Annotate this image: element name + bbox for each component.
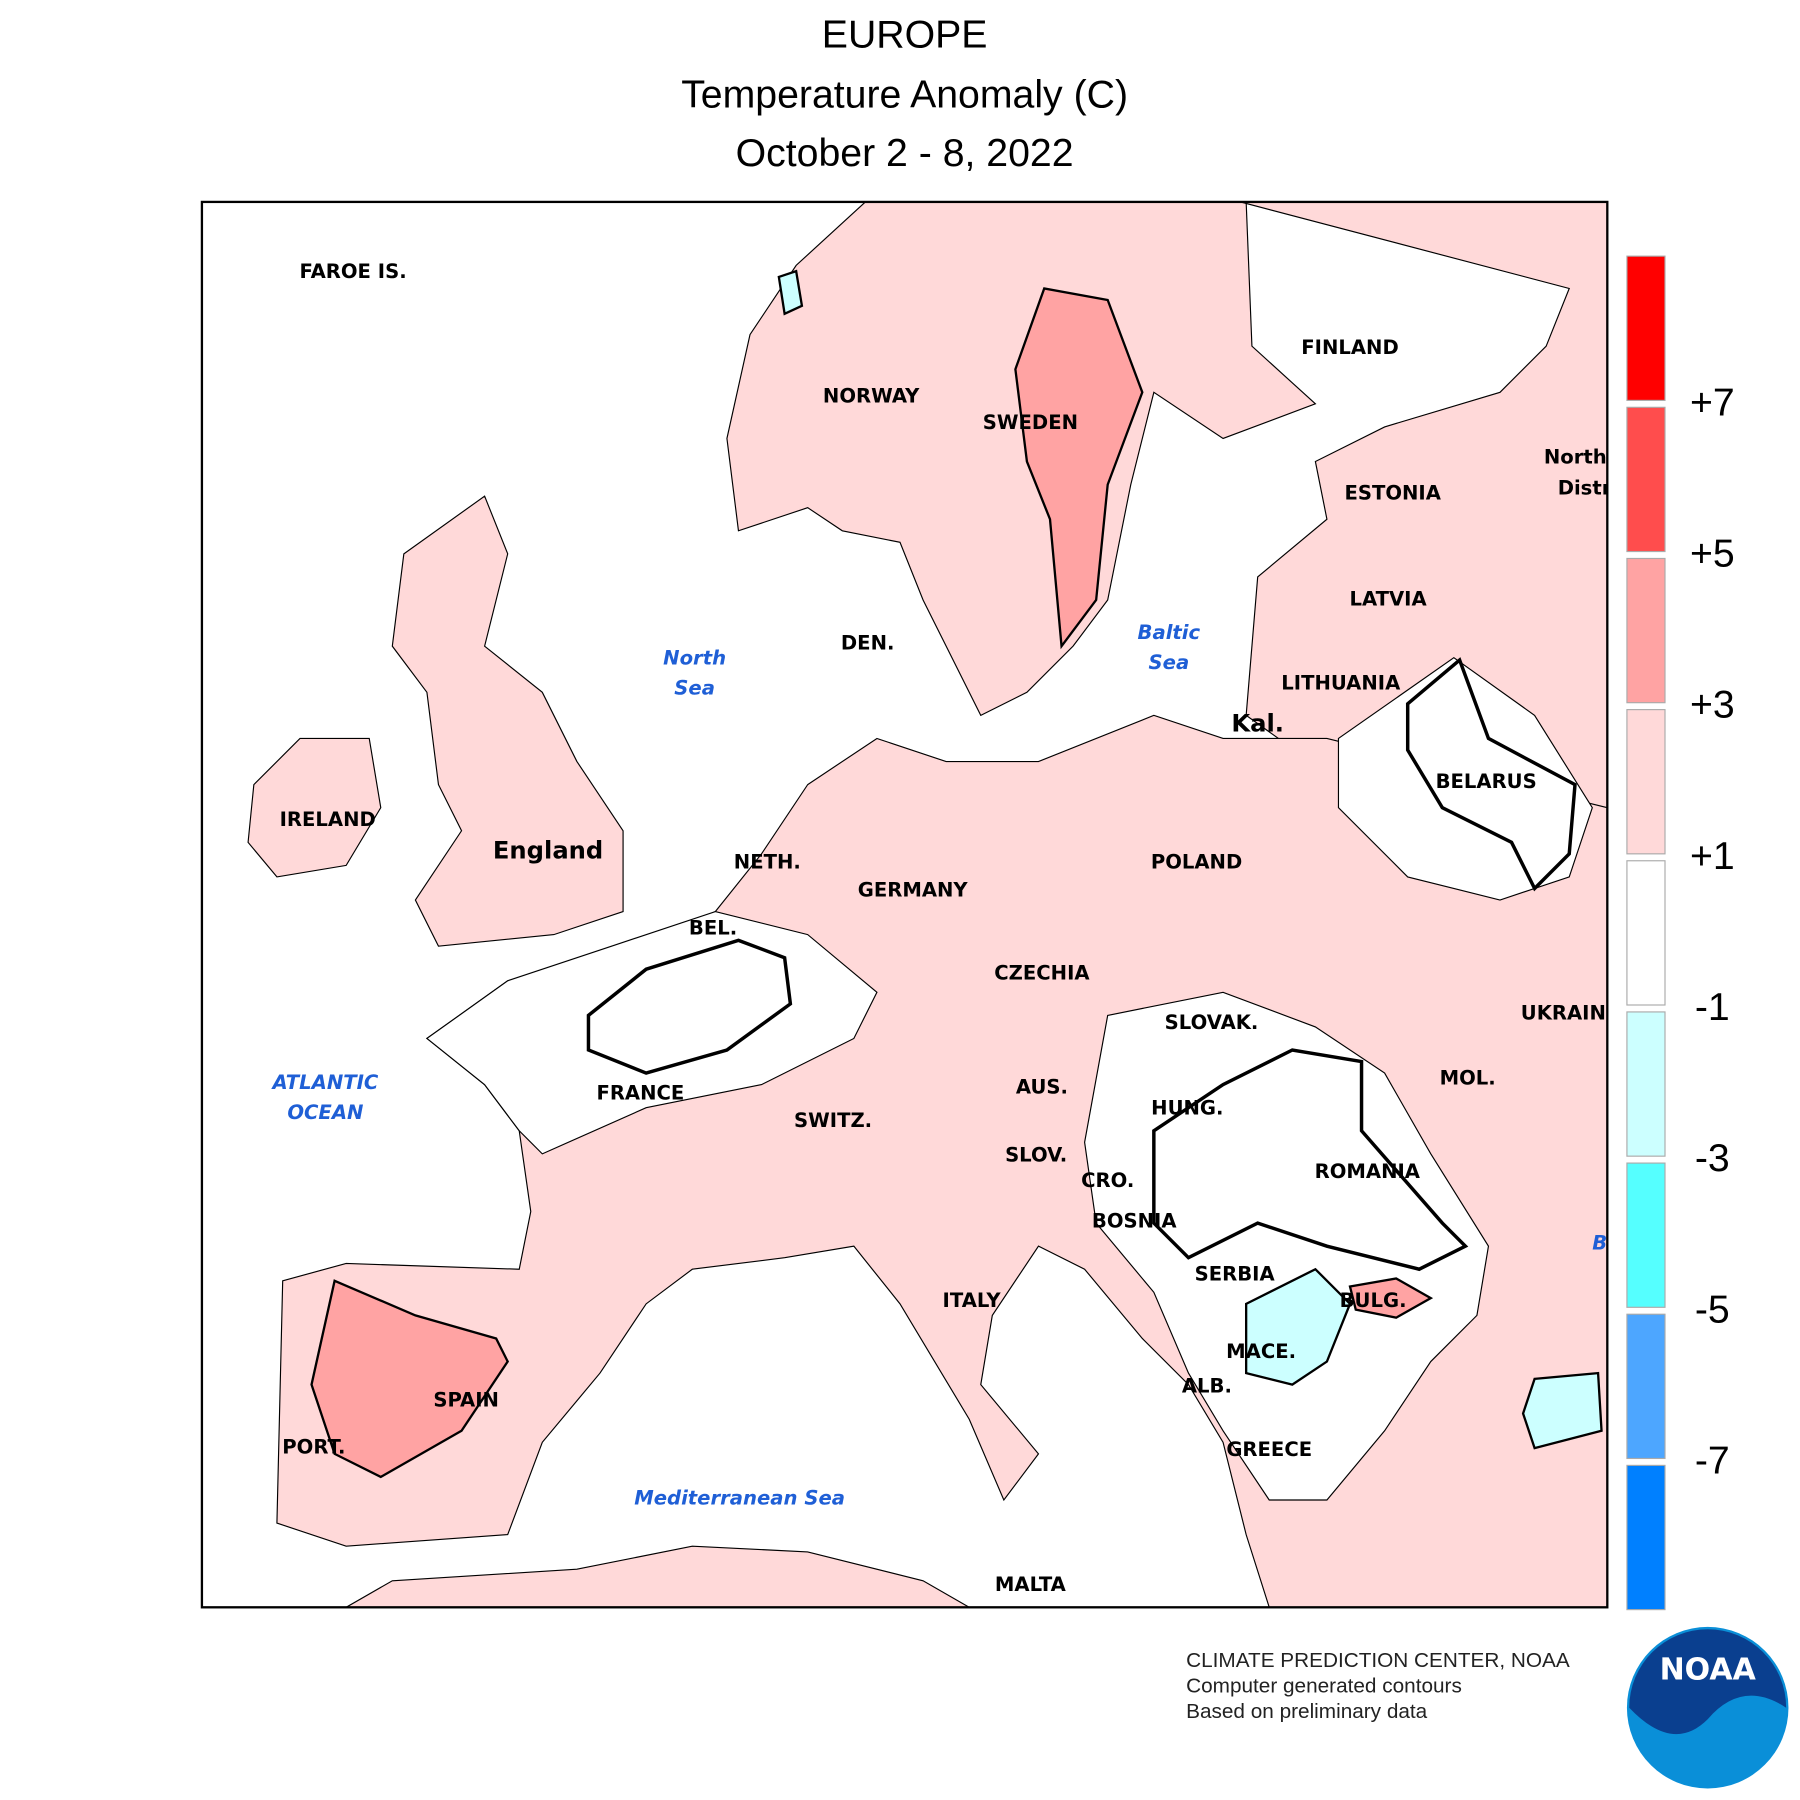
country-label: MALTA [995, 1573, 1067, 1596]
country-label: DEN. [841, 631, 895, 654]
country-label: England [493, 837, 603, 865]
sea-label: Mediterranean Sea [634, 1486, 845, 1509]
black-sea-cool [1521, 1371, 1603, 1450]
legend-label: -7 [1695, 1438, 1730, 1482]
credit: Based on preliminary data [1186, 1700, 1428, 1723]
country-label: FRANCE [596, 1081, 684, 1104]
britain [391, 495, 624, 947]
country-label: BELARUS [1436, 770, 1537, 793]
legend: +7 +5 +3 +1 -1 -3 -5 -7 [1626, 255, 1735, 1611]
legend-swatch [1626, 255, 1666, 401]
legend-swatch [1626, 1011, 1666, 1157]
contour [586, 938, 793, 1075]
country-label: PORT. [282, 1436, 345, 1459]
country-label: Kal. [1231, 710, 1284, 738]
country-label: FINLAND [1301, 336, 1398, 359]
country-label: ALB. [1182, 1374, 1232, 1397]
legend-swatch [1626, 406, 1666, 553]
scandinavia [726, 201, 1317, 717]
sea-label: Baltic [1138, 621, 1201, 644]
country-label: UKRAINE [1521, 1002, 1620, 1025]
norway-cool [777, 269, 804, 316]
country-label: ITALY [943, 1289, 1002, 1312]
noaa-logo: NOAA [1626, 1626, 1789, 1789]
legend-swatch [1626, 1313, 1666, 1460]
country-label: ROMANIA [1315, 1160, 1421, 1183]
country-label: AUS. [1016, 1076, 1068, 1099]
contour [1152, 1048, 1469, 1272]
country-label: LITHUANIA [1281, 672, 1401, 695]
country-label: HUNG. [1151, 1096, 1223, 1119]
country-label: BULG. [1340, 1289, 1407, 1312]
country-label: GERMANY [858, 878, 969, 901]
logo-text: NOAA [1660, 1652, 1757, 1687]
contour [1405, 657, 1577, 892]
country-label: BOSNIA [1092, 1209, 1177, 1232]
legend-label: +3 [1690, 683, 1735, 727]
map-labels: FAROE IS. NORWAY SWEDEN FINLAND ESTONIA North… [270, 260, 1625, 1596]
legend-swatch [1626, 1162, 1666, 1308]
country-label: NORWAY [823, 384, 920, 407]
legend-swatch [1626, 709, 1666, 855]
legend-swatch [1626, 860, 1666, 1006]
sea-label: OCEAN [287, 1101, 363, 1124]
credit: CLIMATE PREDICTION CENTER, NOAA [1186, 1649, 1570, 1672]
spain-warm [310, 1279, 510, 1479]
country-label: BEL. [689, 916, 737, 939]
bulg-warm [1348, 1277, 1434, 1319]
legend-swatch [1626, 1464, 1666, 1611]
country-label: MOL. [1440, 1066, 1496, 1089]
country-label: SLOV. [1005, 1144, 1067, 1167]
sea-label: North [663, 646, 726, 669]
sea-label: Sea [1149, 651, 1190, 674]
legend-label: +7 [1690, 380, 1735, 424]
legend-label: -5 [1695, 1287, 1730, 1331]
sea-label: ATLANTIC [270, 1071, 378, 1094]
country-label: NETH. [734, 851, 801, 874]
legend-label: +5 [1690, 532, 1735, 576]
legend-label: -1 [1695, 985, 1730, 1029]
france-white [425, 910, 878, 1155]
africa [344, 1545, 971, 1608]
sea-label: B [1592, 1231, 1607, 1254]
legend-label: -3 [1695, 1136, 1730, 1180]
sweden-warm [1014, 287, 1144, 650]
period: October 2 - 8, 2022 [736, 131, 1074, 175]
country-label: LATVIA [1349, 588, 1427, 611]
country-label: IRELAND [280, 808, 376, 831]
legend-swatch [1626, 557, 1666, 704]
country-label: SWEDEN [983, 411, 1078, 434]
country-label: Distri [1558, 477, 1618, 500]
country-label: POLAND [1151, 851, 1242, 874]
maced-cool [1245, 1267, 1352, 1386]
country-label: SPAIN [433, 1388, 499, 1411]
credit: Computer generated contours [1186, 1674, 1462, 1697]
country-label: SERBIA [1195, 1263, 1276, 1286]
country-label: MACE. [1226, 1340, 1296, 1363]
country-label: SWITZ. [794, 1109, 872, 1132]
sea-label: Sea [674, 676, 715, 699]
balkans-white [1084, 991, 1490, 1501]
title: EUROPE [822, 12, 988, 56]
country-label: GREECE [1226, 1438, 1312, 1461]
country-label: FAROE IS. [299, 260, 406, 283]
subtitle: Temperature Anomaly (C) [681, 72, 1128, 116]
belarus-white [1337, 656, 1593, 901]
map [201, 201, 1608, 1608]
country-label: Northw [1544, 446, 1625, 469]
ireland [247, 737, 382, 878]
country-label: CRO. [1081, 1169, 1134, 1192]
country-label: ESTONIA [1344, 481, 1441, 504]
country-label: SLOVAK. [1165, 1011, 1259, 1034]
country-label: CZECHIA [994, 961, 1090, 984]
legend-label: +1 [1690, 834, 1735, 878]
map-frame [200, 200, 1609, 1609]
